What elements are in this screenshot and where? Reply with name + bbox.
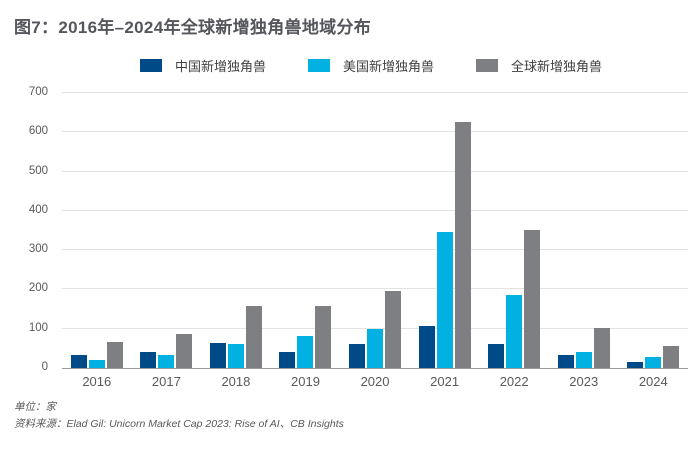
bar-global-2022	[524, 230, 541, 368]
source-note: 资料来源：Elad Gil: Unicorn Market Cap 2023: …	[14, 418, 344, 430]
bar-global-2017	[176, 333, 193, 368]
x-axis-label-2023: 2023	[569, 374, 599, 389]
bar-group-2022	[479, 93, 549, 368]
y-tick-label-600: 600	[28, 125, 48, 138]
plot-area	[62, 92, 689, 369]
bar-china-2022	[488, 344, 505, 368]
bar-china-2021	[418, 325, 435, 368]
gridline-100	[62, 327, 688, 329]
bar-group-2017	[132, 93, 202, 368]
bar-china-2018	[209, 342, 226, 368]
bar-china-2023	[557, 355, 574, 368]
china-series-swatch-icon	[139, 59, 162, 72]
bar-group-2018	[201, 93, 271, 368]
bar-china-2020	[349, 344, 366, 368]
x-axis-label-2019: 2019	[291, 374, 320, 389]
x-axis-label-2017: 2017	[151, 374, 181, 389]
gridline-400	[62, 209, 688, 211]
bar-us-2023	[575, 351, 592, 368]
bar-us-2017	[158, 355, 175, 368]
bar-global-2016	[106, 342, 123, 368]
bar-china-2017	[140, 351, 157, 368]
gridline-700	[62, 92, 688, 93]
global-series-swatch-icon	[476, 59, 498, 72]
legend-label-us: 美国新增独角兽	[342, 59, 434, 74]
bar-global-2018	[245, 305, 262, 368]
bar-china-2016	[70, 355, 87, 368]
bar-group-2020	[340, 93, 410, 368]
bar-us-2019	[297, 335, 314, 368]
gridline-200	[62, 288, 688, 290]
bar-us-2016	[88, 360, 105, 368]
bar-china-2019	[279, 351, 296, 368]
x-axis-label-2024: 2024	[638, 374, 668, 389]
figure-title: 图7：2016年–2024年全球新增独角兽地域分布	[14, 18, 372, 37]
x-axis-label-2020: 2020	[360, 374, 390, 389]
x-axis: 2016 2017 2018 2019 2020 2021 2022 2023 2024	[62, 374, 688, 389]
y-tick-label-0: 0	[41, 361, 48, 373]
bar-global-2019	[315, 305, 332, 368]
unit-note: 单位：家	[14, 401, 56, 413]
bar-group-2021	[410, 93, 480, 368]
y-tick-label-300: 300	[28, 243, 48, 256]
y-tick-label-700: 700	[28, 86, 48, 98]
bar-group-2024	[619, 93, 689, 368]
y-tick-label-500: 500	[28, 164, 48, 177]
gridline-600	[62, 131, 688, 133]
legend-item-china: 中国新增独角兽	[139, 56, 266, 75]
bar-us-2022	[506, 294, 523, 368]
bar-us-2021	[436, 232, 453, 368]
y-tick-label-200: 200	[28, 282, 48, 295]
x-axis-label-2021: 2021	[430, 374, 460, 389]
bar-global-2024	[663, 345, 680, 368]
gridline-500	[62, 170, 688, 172]
bar-china-2024	[627, 362, 644, 368]
x-axis-label-2022: 2022	[499, 374, 529, 389]
legend-label-global: 全球新增独角兽	[511, 59, 603, 74]
bar-group-2023	[549, 93, 619, 368]
x-axis-label-2018: 2018	[221, 374, 251, 389]
bar-global-2023	[593, 327, 610, 368]
legend-item-us: 美国新增独角兽	[307, 56, 434, 75]
legend-label-china: 中国新增独角兽	[174, 59, 266, 74]
y-tick-label-100: 100	[28, 321, 48, 334]
bar-group-2019	[271, 93, 341, 368]
bar-global-2020	[385, 291, 402, 368]
legend-item-global: 全球新增独角兽	[476, 56, 602, 75]
x-axis-label-2016: 2016	[82, 374, 112, 389]
gridline-300	[62, 249, 688, 251]
y-tick-label-400: 400	[28, 203, 48, 216]
bar-us-2024	[645, 356, 662, 368]
bar-us-2018	[227, 343, 244, 368]
bar-us-2020	[367, 329, 384, 368]
bar-group-2016	[62, 93, 132, 368]
bar-global-2021	[454, 122, 471, 368]
chart-legend: 中国新增独角兽 美国新增独角兽 全球新增独角兽	[0, 56, 700, 75]
us-series-swatch-icon	[307, 59, 330, 72]
